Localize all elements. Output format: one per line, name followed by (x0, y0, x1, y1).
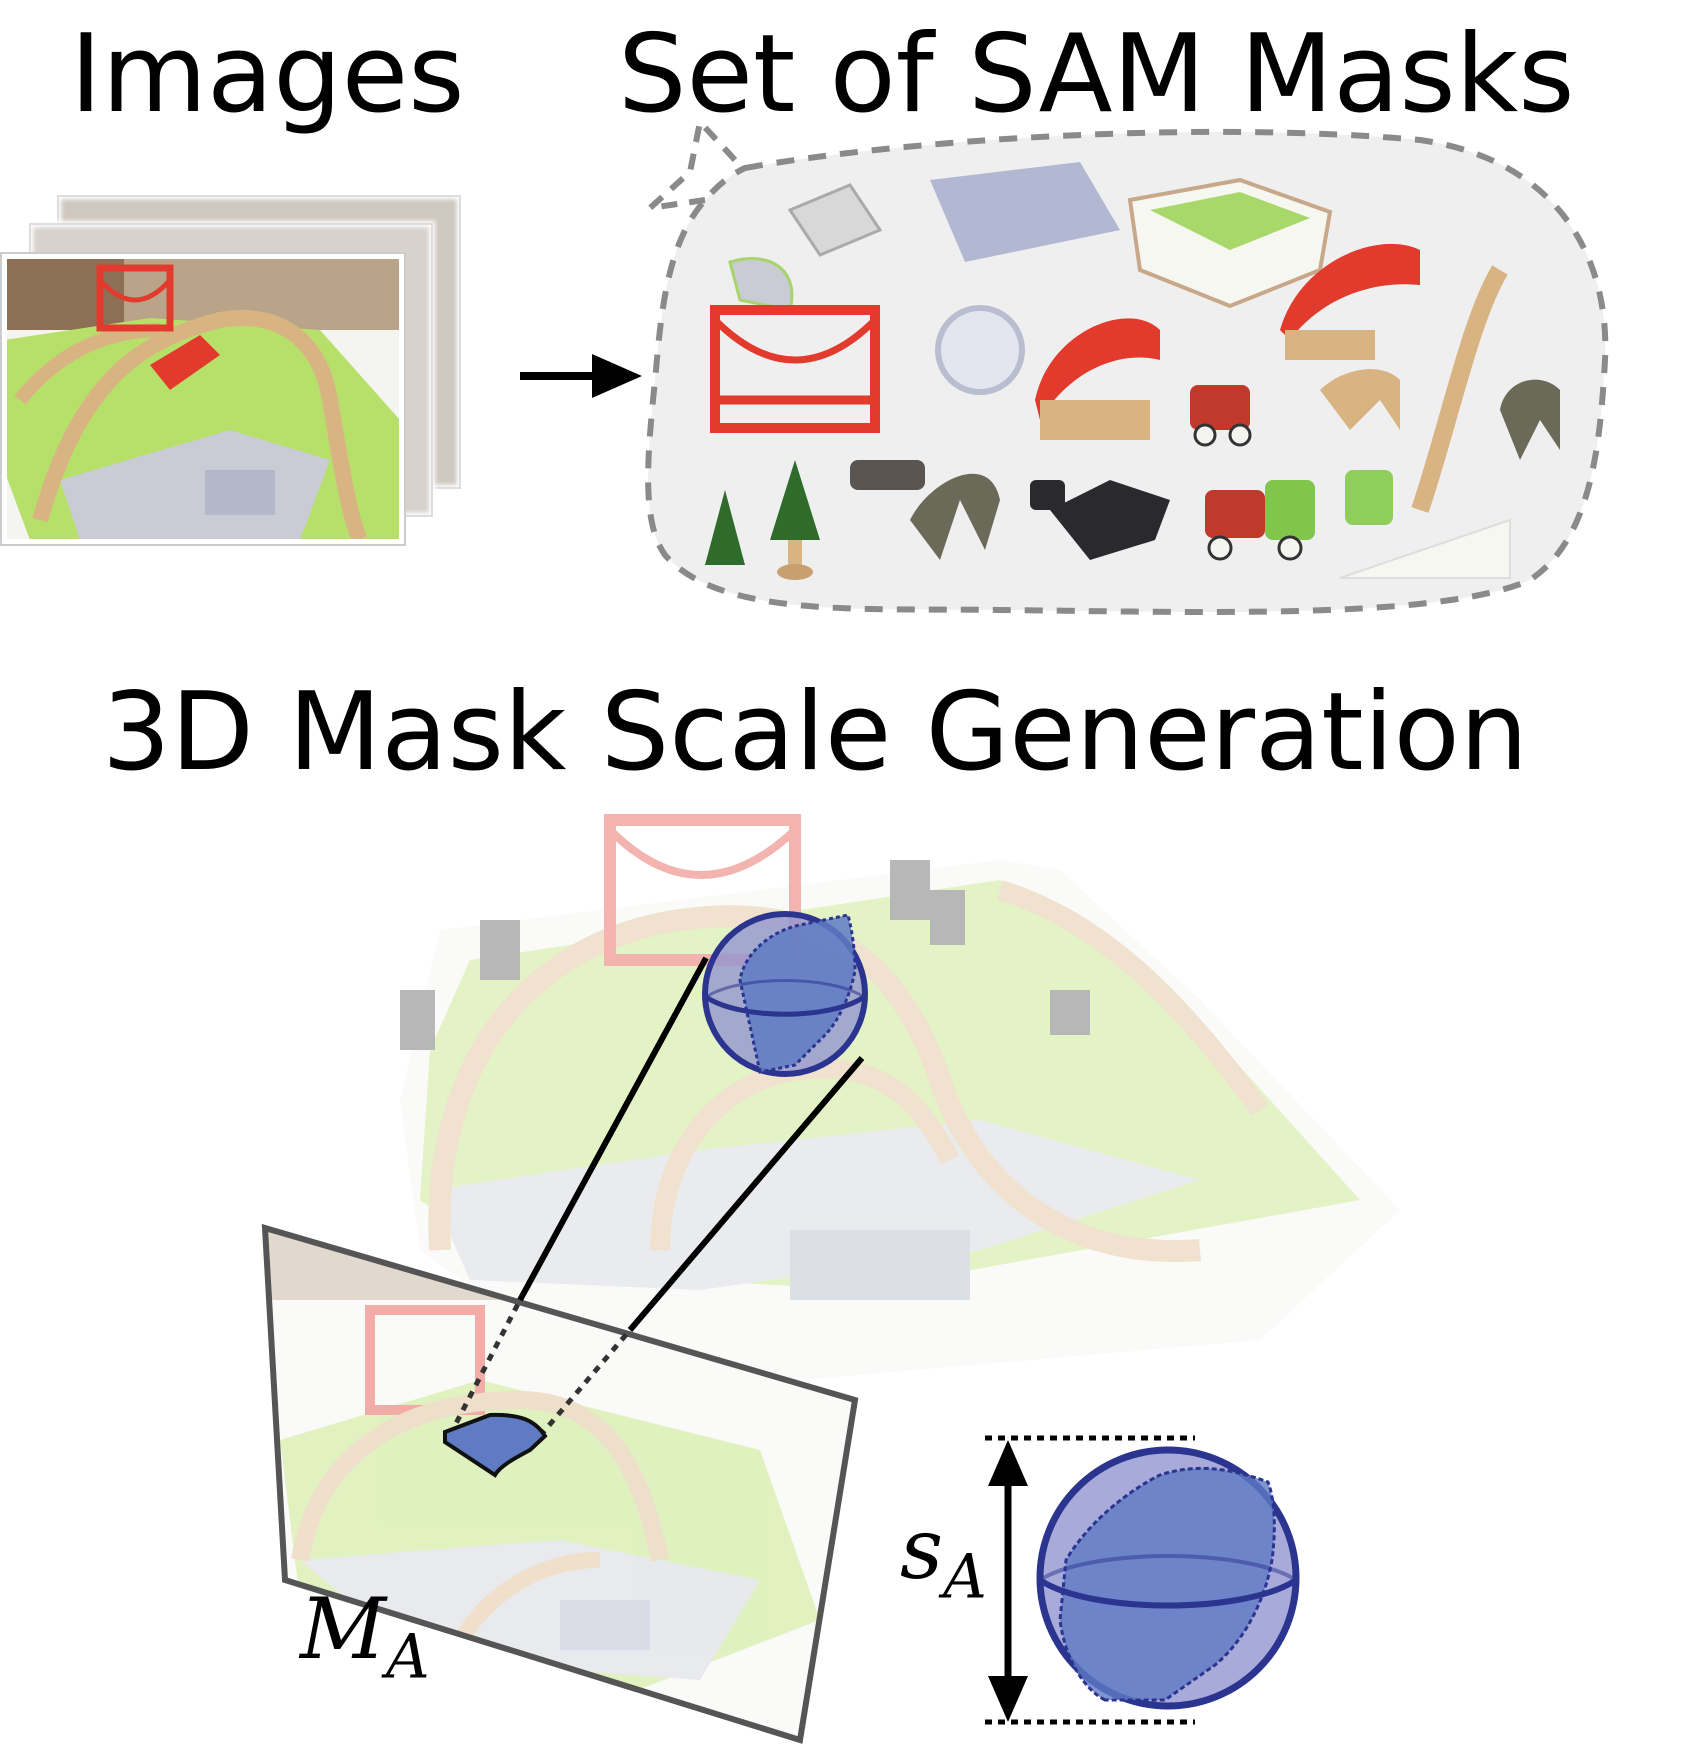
image-stack (0, 193, 463, 546)
arrow-right-icon (520, 354, 642, 398)
mask-train-car-1 (1190, 385, 1252, 447)
sphere-mask (738, 913, 857, 1074)
title-images: Images (70, 12, 465, 137)
title-3d-mask-scale-generation: 3D Mask Scale Generation (102, 670, 1529, 795)
mask-table-corner (1339, 518, 1511, 579)
mask-tunnel-1 (1035, 318, 1160, 440)
sphere-icon (702, 911, 868, 1077)
bridge (96, 264, 174, 332)
mask-train-car-2 (1205, 480, 1315, 561)
mask-trees (705, 460, 820, 580)
mask-pillars (850, 379, 1560, 560)
mask-table-top (1150, 192, 1310, 250)
projection-line-left-dashed (447, 1298, 523, 1437)
mask-track-piece (1320, 369, 1400, 430)
bridge-cable (98, 278, 172, 303)
mask-track-curve (1411, 265, 1508, 513)
track (32, 310, 368, 542)
mask-black-car (1030, 480, 1170, 560)
sphere-equator-front (704, 994, 866, 1017)
projection-line-left (517, 956, 709, 1302)
mask-road-tile (787, 183, 883, 257)
scale-indicator (985, 1435, 1195, 1725)
projection-lines (447, 956, 865, 1438)
image-plane-frame (261, 1223, 859, 1744)
image-front (4, 256, 402, 542)
mask-tunnel-2 (1280, 243, 1420, 360)
scene-road (430, 1120, 1200, 1290)
sphere-large-equator-front (1038, 1577, 1298, 1609)
scale-label-symbol: s (900, 1500, 944, 1598)
title-sam-masks: Set of SAM Masks (618, 12, 1575, 137)
sam-masks-cloud (640, 115, 1609, 615)
sphere-equator-back (705, 979, 865, 999)
scene-parking (790, 1230, 970, 1300)
tunnel (150, 335, 220, 390)
mask-bridge (710, 305, 880, 433)
mask-label: MA (300, 1580, 430, 1692)
mask-parking-sign (935, 305, 1025, 395)
double-arrow-icon (988, 1440, 1028, 1722)
image-front-shadow (0, 252, 406, 546)
projection-line-right-dashed (538, 1328, 632, 1438)
scene-table-top (420, 880, 1360, 1290)
image-front-frame (1, 253, 405, 545)
mask-green-car (1345, 470, 1393, 525)
mask-label-symbol: M (300, 1580, 387, 1678)
scene-track-3 (997, 880, 1269, 1116)
image-plane-background (265, 1228, 855, 1740)
mask-label-subscript: A (386, 1622, 430, 1693)
projection-line-right (627, 1056, 865, 1332)
sphere-large-mask (1058, 1466, 1276, 1702)
scene-3d (400, 814, 1400, 1380)
mask-parking (930, 162, 1120, 262)
mask-patch-icon (443, 1412, 548, 1478)
sphere-large (1036, 1446, 1300, 1710)
cloud-tail (640, 115, 738, 213)
scene-pillars (400, 860, 1090, 1050)
sphere-large-equator-back (1038, 1554, 1298, 1582)
scale-label: sA (900, 1500, 987, 1612)
scene-table-base (400, 860, 1400, 1380)
parking (205, 470, 275, 515)
scale-label-subscript: A (943, 1542, 987, 1613)
